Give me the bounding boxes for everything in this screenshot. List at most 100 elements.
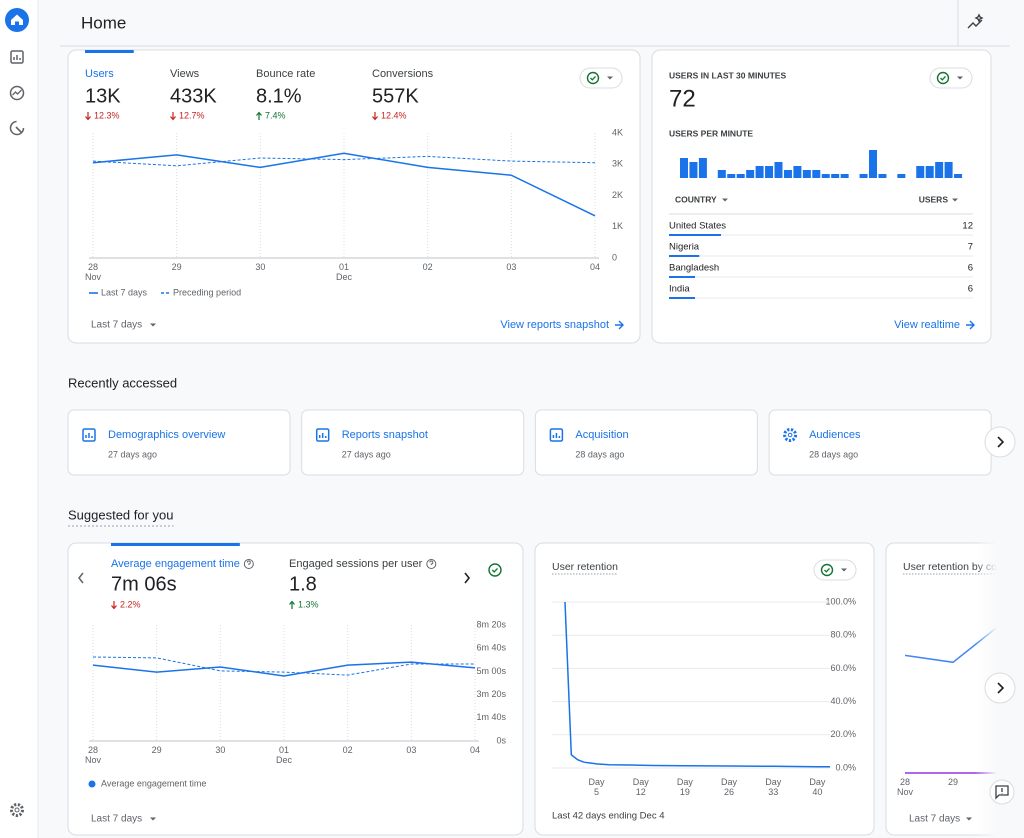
y-tick-label: 0.0% [835,762,856,772]
settings-icon [783,428,798,442]
nav-reports[interactable] [10,50,24,64]
shortcut-time: 28 days ago [809,449,858,459]
metric-tab[interactable]: Views [170,68,200,80]
bar [935,162,944,178]
check-icon [936,71,950,85]
bar [755,166,764,178]
metric-change: 12.7% [179,110,205,120]
help-icon [243,559,254,569]
country-name: Nigeria [669,242,700,253]
check-mark [491,567,498,573]
bar [727,174,736,178]
help-icon [426,559,437,569]
shortcut-time: 27 days ago [342,449,391,459]
metric-tab[interactable]: Bounce rate [256,68,315,80]
country-users: 12 [962,221,973,232]
compare-button[interactable] [579,67,623,89]
metric-value: 557K [372,85,419,107]
chart-title: USERS PER MINUTE [669,128,753,138]
insights-icon[interactable] [967,13,984,29]
report-bars [552,433,561,438]
advertising-icon [15,126,23,134]
check-mark [940,75,946,81]
compare-button[interactable] [813,559,857,581]
bar [821,174,830,178]
next-chevron[interactable] [464,572,471,584]
legend-label: Preceding period [173,287,241,297]
next-button[interactable] [984,426,1016,458]
help-mark [246,560,251,565]
card-title: User retention by cohort [903,561,1015,573]
link[interactable]: View realtime [894,319,960,331]
series-line [564,601,831,768]
shortcut-card[interactable] [768,409,992,476]
country-users: 7 [968,242,973,253]
shortcut-card[interactable] [534,409,758,476]
column-header[interactable]: COUNTRY [675,194,717,204]
shortcut-title: Audiences [809,429,861,441]
metric-value: 433K [170,85,217,107]
shortcut-title: Demographics overview [108,429,225,441]
chevron [997,682,1005,694]
next-button[interactable] [984,672,1016,704]
link[interactable]: View reports snapshot [500,319,609,331]
y-tick-label: 1m 40s [476,712,506,722]
bar [689,162,698,178]
report-bars [318,433,327,438]
country-name: Bangladesh [669,263,719,274]
shortcut-title: Acquisition [575,429,628,441]
metric-change: 12.3% [94,110,120,120]
reports-icon [13,55,21,60]
check-mark [824,567,830,573]
shortcut-time: 28 days ago [575,449,624,459]
card [534,542,875,836]
metric-value: 7m 06s [111,573,177,595]
shortcut-title: Reports snapshot [342,429,428,441]
report-icon [315,428,330,442]
trend-arrow [170,112,176,121]
metric-tab[interactable]: Users [85,68,114,80]
metric-value: 8.1% [256,85,302,107]
bar [831,174,840,178]
bar [783,170,792,178]
bar [812,170,821,178]
y-tick-label: 4K [612,127,623,137]
column-header[interactable]: USERS [919,194,949,204]
card [67,542,524,836]
date-range[interactable]: Last 7 days [91,814,142,825]
realtime-total: 72 [669,85,696,112]
metric-tab[interactable]: Engaged sessions per user [289,558,423,570]
date-range[interactable]: Last 7 days [909,814,960,825]
country-users: 6 [968,263,973,274]
metric-tab[interactable]: Conversions [372,68,434,80]
y-tick-label: 8m 20s [476,619,506,629]
y-tick-label: 40.0% [830,696,856,706]
country-users: 6 [968,284,973,295]
nav-explore[interactable] [9,85,25,101]
chevron [997,436,1005,448]
bar [897,174,906,178]
legend-marker [88,780,96,788]
trend-arrow [256,111,262,120]
link-arrow [966,320,975,330]
shortcut-card[interactable] [67,409,291,476]
bar [840,174,849,178]
metric-change: 1.3% [298,599,319,609]
country-bar [669,297,695,299]
metric-tab[interactable]: Average engagement time [111,558,240,570]
bar [793,166,802,178]
dropdown-caret [607,76,613,80]
date-range[interactable]: Last 7 days [91,320,142,331]
trend-arrow [289,600,295,609]
bar [765,166,774,178]
page-title: Home [81,13,126,32]
nav-settings[interactable] [10,803,24,817]
shortcut-card[interactable] [301,409,525,476]
compare-button[interactable] [929,67,973,89]
country-name: United States [669,221,726,232]
nav-advertising[interactable] [9,120,25,136]
prev-chevron[interactable] [78,572,84,584]
bar [859,174,868,178]
y-tick-label: 1K [612,221,623,231]
